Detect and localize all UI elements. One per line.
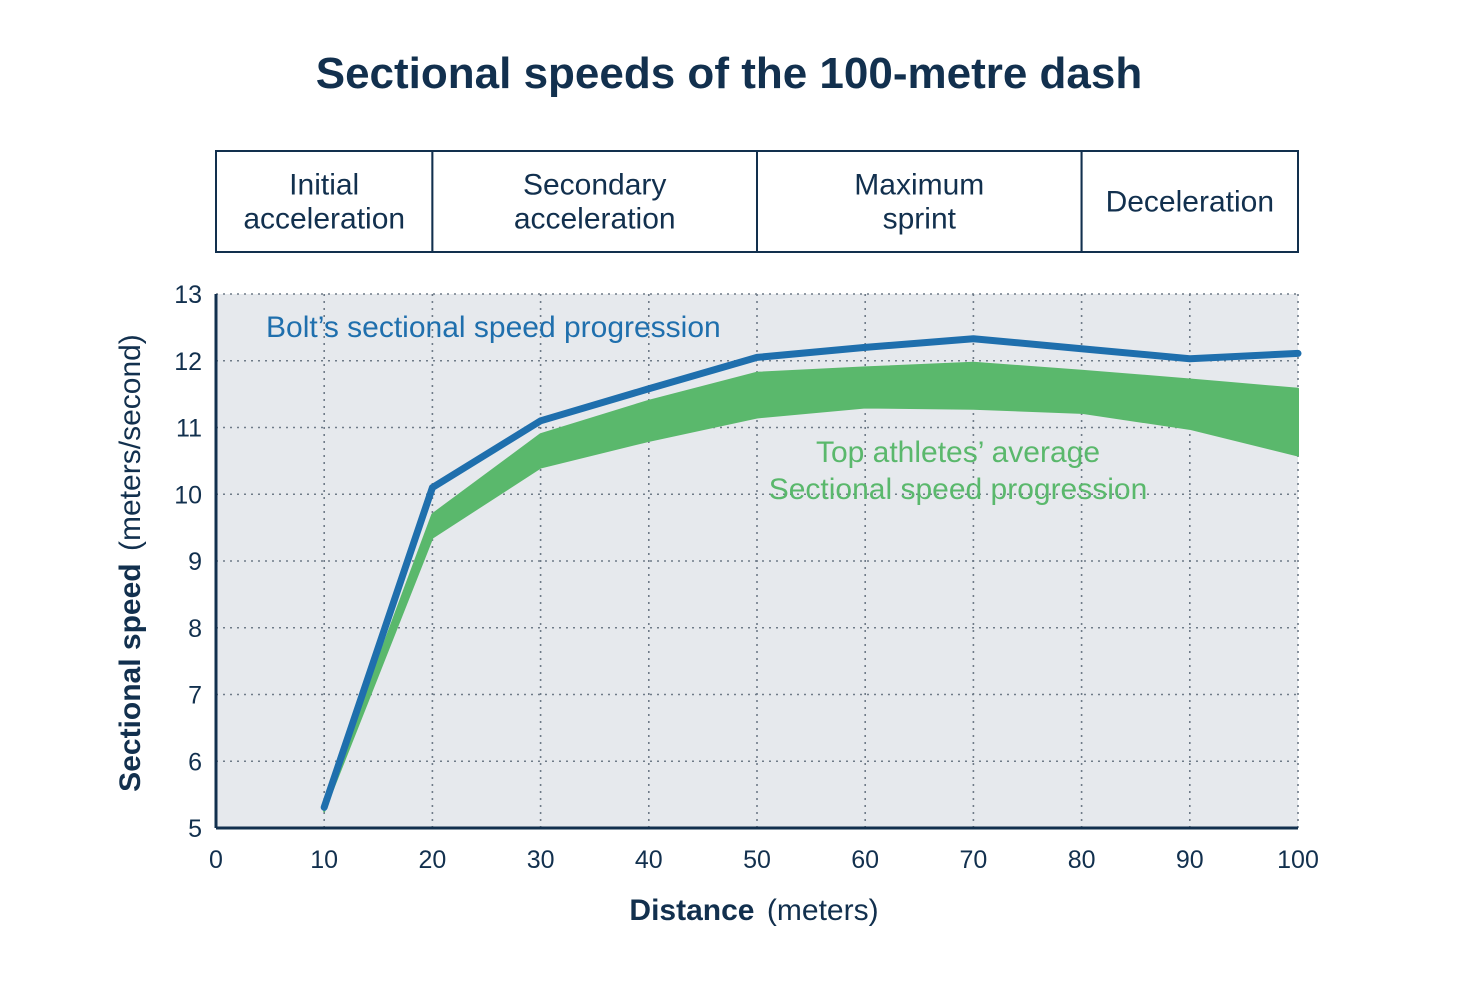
x-tick-labels: 0 10 20 30 40 50 60 70 80 90 100 <box>209 846 1319 874</box>
phase-label: Initial <box>289 169 359 202</box>
chart-title: Sectional speeds of the 100-metre dash <box>316 49 1143 98</box>
x-tick-label: 50 <box>743 846 771 874</box>
y-tick-label: 12 <box>174 348 202 376</box>
y-tick-label: 9 <box>188 548 202 576</box>
y-tick-labels: 5 6 7 8 9 10 11 12 13 <box>174 281 202 843</box>
bolt-line <box>320 335 1302 811</box>
bolt-data-point <box>429 484 436 491</box>
x-tick-label: 90 <box>1176 846 1204 874</box>
phase-label: Secondary <box>523 169 666 202</box>
x-tick-label: 20 <box>418 846 446 874</box>
average-annotation-line1: Top athletes’ average <box>816 436 1100 469</box>
phase-label: acceleration <box>514 203 676 236</box>
phase-box <box>1080 150 1299 253</box>
x-axis-title-unit: (meters) <box>767 894 879 927</box>
y-tick-label: 7 <box>188 682 202 710</box>
series-layer <box>320 335 1302 813</box>
y-axis-title: Sectional speed (meters/second) <box>114 334 147 792</box>
bolt-data-point <box>321 804 328 811</box>
bolt-data-point <box>1294 350 1302 357</box>
phase-label: Deceleration <box>1106 186 1274 219</box>
phase-header: InitialaccelerationSecondaryacceleration… <box>215 150 1299 253</box>
y-axis-title-main: Sectional speed <box>114 563 147 791</box>
y-tick-label: 6 <box>188 748 202 776</box>
bolt-data-point <box>1186 355 1194 362</box>
x-tick-label: 70 <box>959 846 987 874</box>
x-tick-label: 30 <box>527 846 555 874</box>
average-annotation-line2: Sectional speed progression <box>769 473 1148 506</box>
bolt-data-point <box>970 335 977 342</box>
phase-label: acceleration <box>243 203 405 236</box>
phase-label: Maximum <box>854 169 984 202</box>
bolt-data-point <box>537 417 544 425</box>
y-tick-label: 10 <box>174 481 202 509</box>
bolt-data-point <box>753 354 761 361</box>
phase-box <box>215 150 434 253</box>
x-tick-label: 60 <box>851 846 879 874</box>
x-axis-title: Distance (meters) <box>629 894 878 927</box>
bolt-annotation: Bolt’s sectional speed progression <box>266 311 721 344</box>
y-tick-label: 8 <box>188 615 202 643</box>
bolt-data-point <box>1078 345 1085 352</box>
bolt-data-point <box>645 385 652 392</box>
x-tick-label: 0 <box>209 846 223 874</box>
x-axis-title-main: Distance <box>629 894 754 927</box>
y-axis-title-unit: (meters/second) <box>114 334 147 551</box>
phase-box <box>431 150 758 253</box>
x-tick-label: 40 <box>635 846 663 874</box>
average-band <box>323 361 1299 813</box>
x-tick-label: 100 <box>1277 846 1319 874</box>
phase-label: sprint <box>883 203 957 236</box>
y-tick-label: 11 <box>176 415 202 443</box>
y-tick-label: 5 <box>188 815 202 843</box>
phase-box <box>756 150 1083 253</box>
x-tick-label: 10 <box>310 846 338 874</box>
y-tick-label: 13 <box>174 281 202 309</box>
x-tick-label: 80 <box>1068 846 1096 874</box>
bolt-data-point <box>862 344 869 351</box>
